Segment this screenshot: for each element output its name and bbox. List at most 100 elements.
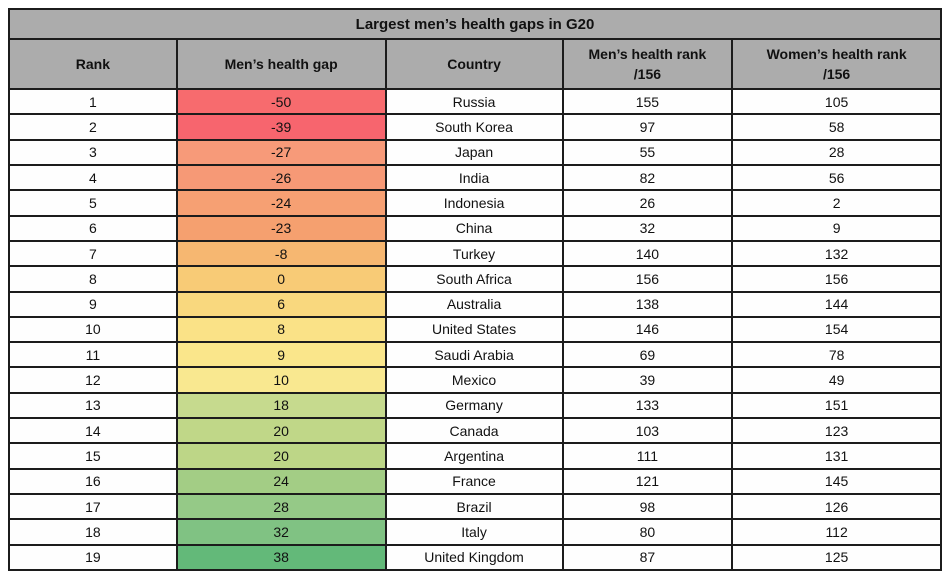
womens-rank-cell: 131 — [731, 442, 942, 470]
table-row: 14 20 Canada 103 123 — [8, 417, 942, 445]
rank-cell: 4 — [8, 163, 178, 192]
womens-rank-cell: 144 — [731, 290, 942, 318]
rank-cell: 3 — [8, 138, 178, 166]
gap-cell: -23 — [175, 214, 387, 242]
table-row: 15 20 Argentina 111 131 — [8, 442, 942, 470]
womens-rank-cell: 9 — [731, 214, 942, 242]
table-row: 4 -26 India 82 56 — [8, 163, 942, 192]
table-row: 10 8 United States 146 154 — [8, 315, 942, 344]
gap-cell: 0 — [175, 265, 387, 293]
womens-rank-cell: 132 — [731, 239, 942, 268]
country-cell: Mexico — [384, 366, 564, 394]
table-row: 9 6 Australia 138 144 — [8, 290, 942, 318]
table-row: 2 -39 South Korea 97 58 — [8, 113, 942, 141]
womens-rank-cell: 156 — [731, 265, 942, 293]
country-cell: South Korea — [384, 113, 564, 141]
table-row: 8 0 South Africa 156 156 — [8, 265, 942, 293]
rank-cell: 7 — [8, 239, 178, 268]
table-row: 13 18 Germany 133 151 — [8, 391, 942, 420]
womens-rank-cell: 49 — [731, 366, 942, 394]
womens-rank-cell: 56 — [731, 163, 942, 192]
mens-rank-cell: 146 — [561, 315, 734, 344]
table-row: 12 10 Mexico 39 49 — [8, 366, 942, 394]
rank-cell: 6 — [8, 214, 178, 242]
rank-cell: 9 — [8, 290, 178, 318]
mens-rank-cell: 155 — [561, 87, 734, 116]
gap-cell: 8 — [175, 315, 387, 344]
mens-rank-cell: 103 — [561, 417, 734, 445]
country-cell: United States — [384, 315, 564, 344]
rank-cell: 16 — [8, 467, 178, 496]
gap-cell: -27 — [175, 138, 387, 166]
rank-cell: 15 — [8, 442, 178, 470]
womens-rank-cell: 78 — [731, 341, 942, 369]
col-header-rank: Rank — [8, 38, 178, 90]
mens-rank-cell: 82 — [561, 163, 734, 192]
rank-cell: 5 — [8, 189, 178, 217]
mens-rank-cell: 80 — [561, 518, 734, 546]
country-cell: China — [384, 214, 564, 242]
table-row: 11 9 Saudi Arabia 69 78 — [8, 341, 942, 369]
country-cell: Japan — [384, 138, 564, 166]
womens-rank-cell: 154 — [731, 315, 942, 344]
mens-rank-cell: 111 — [561, 442, 734, 470]
gap-cell: 38 — [175, 543, 387, 572]
gap-cell: 6 — [175, 290, 387, 318]
gap-cell: 18 — [175, 391, 387, 420]
col-header-mens-health-gap: Men’s health gap — [175, 38, 387, 90]
womens-rank-cell: 28 — [731, 138, 942, 166]
table-row: 7 -8 Turkey 140 132 — [8, 239, 942, 268]
table-row: 1 -50 Russia 155 105 — [8, 87, 942, 116]
mens-rank-cell: 133 — [561, 391, 734, 420]
country-cell: Argentina — [384, 442, 564, 470]
gap-cell: -24 — [175, 189, 387, 217]
mens-rank-cell: 156 — [561, 265, 734, 293]
country-cell: Saudi Arabia — [384, 341, 564, 369]
table-row: 17 28 Brazil 98 126 — [8, 492, 942, 521]
gap-cell: 10 — [175, 366, 387, 394]
gap-cell: -39 — [175, 113, 387, 141]
health-gaps-table: Largest men’s health gaps in G20 Rank Me… — [8, 8, 942, 572]
table-row: 3 -27 Japan 55 28 — [8, 138, 942, 166]
gap-cell: 20 — [175, 417, 387, 445]
table-header-row: Rank Men’s health gap Country Men’s heal… — [8, 38, 942, 90]
mens-rank-cell: 26 — [561, 189, 734, 217]
mens-rank-cell: 97 — [561, 113, 734, 141]
gap-cell: 20 — [175, 442, 387, 470]
gap-cell: 28 — [175, 492, 387, 521]
rank-cell: 8 — [8, 265, 178, 293]
country-cell: Australia — [384, 290, 564, 318]
womens-rank-cell: 2 — [731, 189, 942, 217]
mens-rank-cell: 55 — [561, 138, 734, 166]
country-cell: Italy — [384, 518, 564, 546]
mens-rank-cell: 39 — [561, 366, 734, 394]
mens-rank-cell: 87 — [561, 543, 734, 572]
womens-rank-cell: 112 — [731, 518, 942, 546]
table-title-row: Largest men’s health gaps in G20 — [8, 8, 942, 40]
table-row: 6 -23 China 32 9 — [8, 214, 942, 242]
country-cell: South Africa — [384, 265, 564, 293]
rank-cell: 19 — [8, 543, 178, 572]
country-cell: Indonesia — [384, 189, 564, 217]
gap-cell: 32 — [175, 518, 387, 546]
country-cell: Turkey — [384, 239, 564, 268]
table-row: 16 24 France 121 145 — [8, 467, 942, 496]
gap-cell: -26 — [175, 163, 387, 192]
gap-cell: 9 — [175, 341, 387, 369]
rank-cell: 17 — [8, 492, 178, 521]
gap-cell: -50 — [175, 87, 387, 116]
table-row: 19 38 United Kingdom 87 125 — [8, 543, 942, 572]
col-header-womens-health-rank-line2: /156 — [822, 66, 851, 82]
womens-rank-cell: 151 — [731, 391, 942, 420]
womens-rank-cell: 105 — [731, 87, 942, 116]
womens-rank-cell: 123 — [731, 417, 942, 445]
rank-cell: 14 — [8, 417, 178, 445]
table-title: Largest men’s health gaps in G20 — [8, 8, 942, 40]
rank-cell: 13 — [8, 391, 178, 420]
mens-rank-cell: 98 — [561, 492, 734, 521]
womens-rank-cell: 126 — [731, 492, 942, 521]
country-cell: Russia — [384, 87, 564, 116]
gap-cell: 24 — [175, 467, 387, 496]
country-cell: India — [384, 163, 564, 192]
col-header-mens-health-rank-line1: Men’s health rank — [588, 45, 707, 62]
